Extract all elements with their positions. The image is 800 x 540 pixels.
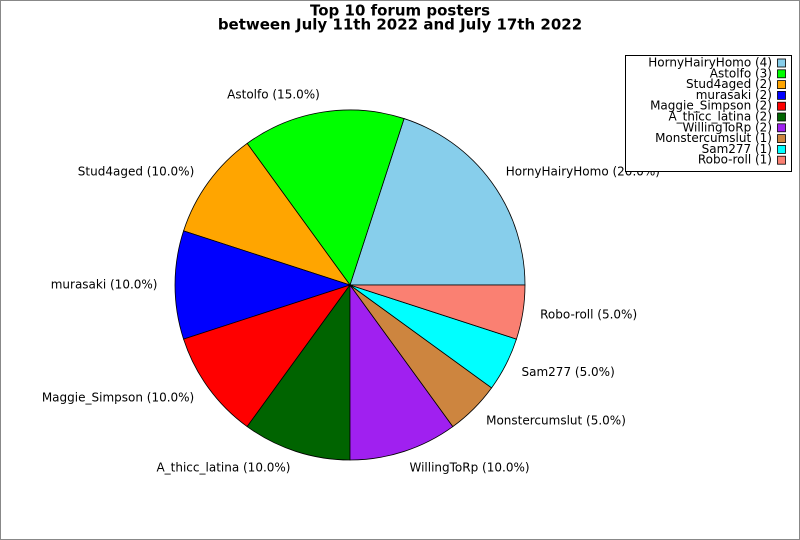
slice-label: WillingToRp (10.0%) [409, 461, 529, 475]
slice-label: Sam277 (5.0%) [522, 365, 615, 379]
legend-label: HornyHairyHomo (4) [648, 56, 772, 70]
legend-swatch [777, 80, 786, 89]
legend-swatch [777, 69, 786, 79]
slice-label: Astolfo (15.0%) [227, 87, 320, 101]
chart-title: Top 10 forum posters [310, 2, 490, 20]
pie-slice [246, 109, 405, 286]
legend-label: Robo-roll (1) [698, 153, 772, 167]
legend-swatch [777, 101, 786, 111]
pie-slice [183, 142, 352, 286]
legend-label: Stud4aged (2) [686, 77, 772, 91]
legend-swatch [777, 91, 786, 100]
legend-label: WillingToRp (2) [682, 120, 772, 134]
legend-box [625, 55, 792, 172]
pie-slice [183, 284, 352, 428]
pie-slice [246, 283, 351, 461]
slice-label: A_thicc_latina (10.0%) [156, 461, 290, 475]
legend-label: Sam277 (1) [702, 142, 772, 156]
slice-label: Monstercumslut (5.0%) [486, 414, 626, 428]
legend-label: A_thicc_latina (2) [668, 110, 772, 124]
pie-slice [349, 284, 526, 340]
legend-swatch [777, 58, 786, 68]
chart-subtitle: between July 11th 2022 and July 17th 202… [218, 16, 582, 34]
legend-swatch [777, 134, 786, 144]
legend-label: Astolfo (3) [710, 66, 772, 80]
slice-label: HornyHairyHomo (20.0%) [506, 164, 660, 178]
pie-slice [349, 283, 454, 461]
pie-slice [174, 230, 352, 340]
legend-label: Monstercumslut (1) [655, 131, 772, 145]
pie-slice [349, 118, 526, 286]
slice-label: Maggie_Simpson (10.0%) [42, 391, 194, 405]
slice-label: Stud4aged (10.0%) [78, 164, 194, 178]
legend-swatch [777, 155, 786, 165]
legend-swatch [777, 123, 786, 133]
legend-label: Maggie_Simpson (2) [650, 99, 772, 113]
slice-label: murasaki (10.0%) [51, 278, 158, 292]
legend-swatch [777, 144, 786, 154]
legend-label: murasaki (2) [696, 88, 772, 102]
slice-label: Robo-roll (5.0%) [540, 308, 637, 322]
legend-swatch [777, 112, 786, 122]
